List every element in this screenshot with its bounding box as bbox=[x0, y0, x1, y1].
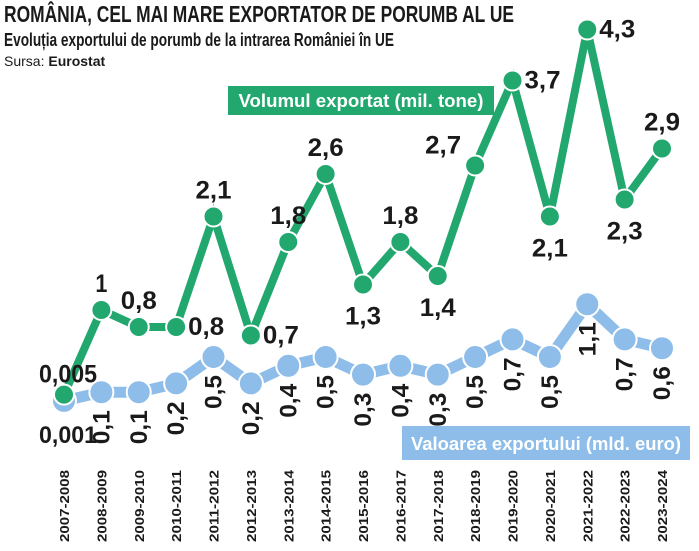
value-data-label: 0,5 bbox=[313, 375, 340, 409]
value-point bbox=[462, 344, 489, 370]
source-name: Eurostat bbox=[48, 53, 105, 69]
volume-point bbox=[389, 231, 412, 253]
volume-point bbox=[277, 231, 300, 253]
value-data-label: 0,7 bbox=[500, 357, 527, 391]
volume-point bbox=[127, 316, 150, 338]
volume-point bbox=[426, 265, 449, 287]
volume-data-label: 2,1 bbox=[532, 235, 568, 263]
volume-point bbox=[651, 137, 673, 160]
x-tick-label: 2018-2019 bbox=[468, 470, 483, 542]
volume-data-label: 1,8 bbox=[382, 202, 418, 230]
x-tick-label: 2013-2014 bbox=[281, 469, 296, 542]
volume-data-label: 0,8 bbox=[121, 287, 157, 315]
value-data-label: 0,5 bbox=[201, 375, 228, 409]
value-data-label: 0,6 bbox=[649, 366, 676, 400]
value-point bbox=[424, 361, 451, 388]
x-tick-label: 2015-2016 bbox=[356, 470, 371, 542]
volume-data-label: 1,8 bbox=[270, 202, 306, 230]
volume-data-label: 2,9 bbox=[644, 109, 680, 137]
x-tick-label: 2022-2023 bbox=[618, 470, 633, 542]
x-tick-label: 2009-2010 bbox=[132, 470, 147, 542]
x-tick-label: 2012-2013 bbox=[244, 470, 259, 542]
volume-data-label: 1 bbox=[95, 270, 107, 298]
value-point bbox=[536, 344, 563, 370]
volume-point bbox=[314, 163, 337, 185]
x-tick-label: 2019-2020 bbox=[506, 470, 521, 542]
value-data-label: 0,1 bbox=[126, 410, 153, 444]
chart-subtitle: Evoluția exportului de porumb de la intr… bbox=[4, 30, 394, 50]
value-data-label: 0,2 bbox=[163, 401, 190, 435]
x-tick-label: 2011-2012 bbox=[207, 470, 222, 542]
value-point bbox=[125, 379, 152, 406]
legend-value-label: Valoarea exportului (mld. euro) bbox=[411, 434, 681, 454]
volume-data-label: 4,3 bbox=[599, 16, 635, 44]
x-tick-label: 2017-2018 bbox=[431, 470, 446, 542]
value-point bbox=[312, 344, 339, 370]
value-point bbox=[499, 326, 526, 353]
x-tick-label: 2014-2015 bbox=[319, 470, 334, 542]
value-data-label: 0,2 bbox=[238, 401, 265, 435]
value-data-label: 1,1 bbox=[574, 322, 601, 356]
volume-data-label: 0,7 bbox=[263, 322, 299, 350]
value-data-label: 0,3 bbox=[350, 393, 377, 427]
value-data-label: 0,001 bbox=[39, 422, 97, 449]
value-point bbox=[200, 344, 227, 370]
x-tick-label: 2023-2024 bbox=[655, 469, 670, 542]
value-point bbox=[350, 361, 376, 388]
value-point bbox=[163, 370, 190, 397]
value-point bbox=[387, 352, 414, 379]
volume-data-label: 0,8 bbox=[188, 313, 224, 341]
volume-point bbox=[464, 154, 487, 177]
value-point bbox=[88, 379, 115, 406]
legend-volume-box bbox=[228, 86, 494, 115]
volume-data-label: 1,4 bbox=[420, 294, 456, 322]
volume-data-label: 2,1 bbox=[196, 177, 232, 205]
x-tick-label: 2021-2022 bbox=[580, 470, 595, 542]
value-data-label: 0,5 bbox=[462, 375, 489, 409]
chart-title: ROMÂNIA, CEL MAI MARE EXPORTATOR DE PORU… bbox=[4, 0, 514, 27]
value-data-label: 0,4 bbox=[387, 383, 414, 418]
volume-series-line bbox=[60, 28, 666, 397]
value-data-label: 0,7 bbox=[612, 357, 639, 391]
volume-data-label: 2,6 bbox=[308, 134, 344, 162]
volume-point bbox=[576, 18, 599, 41]
volume-point bbox=[53, 383, 75, 406]
legend-volume-label: Volumul exportat (mil. tone) bbox=[239, 91, 484, 111]
volume-data-label: 2,7 bbox=[425, 132, 461, 160]
volume-point bbox=[239, 324, 262, 347]
value-data-label: 0,1 bbox=[88, 410, 115, 444]
volume-point bbox=[202, 205, 225, 228]
value-data-label: 0,5 bbox=[537, 375, 564, 409]
volume-point bbox=[538, 205, 561, 228]
value-point bbox=[275, 352, 302, 379]
value-point bbox=[611, 326, 638, 353]
x-tick-label: 2020-2021 bbox=[543, 470, 558, 542]
volume-point bbox=[352, 273, 374, 296]
x-tick-label: 2008-2009 bbox=[94, 470, 109, 542]
x-tick-label: 2010-2011 bbox=[169, 470, 184, 542]
volume-data-label: 2,3 bbox=[607, 218, 643, 246]
legend-value-box bbox=[402, 426, 690, 460]
value-point bbox=[574, 291, 601, 318]
source-line: Sursa: Eurostat bbox=[4, 53, 105, 69]
x-tick-label: 2016-2017 bbox=[393, 470, 408, 542]
value-point bbox=[237, 370, 264, 397]
volume-data-label: 3,7 bbox=[525, 67, 561, 95]
value-data-label: 0,3 bbox=[425, 393, 452, 427]
volume-point bbox=[90, 299, 113, 321]
source-label: Sursa: bbox=[4, 53, 44, 69]
volume-point bbox=[613, 188, 636, 211]
x-tick-label: 2007-2008 bbox=[57, 470, 72, 542]
value-point bbox=[649, 335, 675, 362]
volume-data-label: 0,005 bbox=[39, 361, 97, 389]
volume-point bbox=[165, 316, 188, 338]
value-data-label: 0,4 bbox=[275, 383, 302, 418]
volume-point bbox=[501, 69, 524, 92]
volume-data-label: 1,3 bbox=[345, 303, 381, 331]
